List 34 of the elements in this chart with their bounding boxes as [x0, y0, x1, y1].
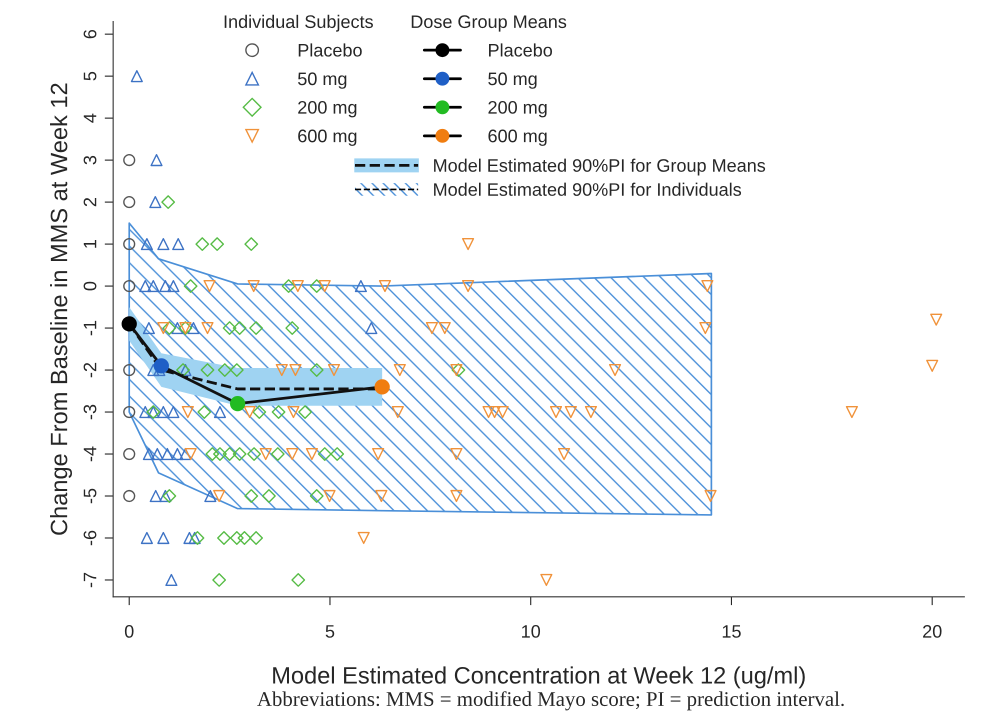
y-axis-title: Change From Baseline in MMS at Week 12: [50, 84, 72, 535]
y-tick-label: -7: [84, 572, 96, 588]
legend-label: Placebo: [298, 43, 362, 57]
y-tick-label: 5: [84, 72, 96, 80]
x-tick-label: 15: [722, 625, 741, 638]
x-axis-title: Model Estimated Concentration at Week 12 (ug/ml): [273, 666, 805, 688]
y-tick-label: -1: [84, 320, 96, 336]
text: Abbreviations: MMS = modified Mayo score; PI = prediction interval.: [257, 691, 844, 710]
y-tick-label: 6: [84, 30, 96, 38]
y-tick-label: -5: [84, 488, 96, 504]
legend-label: 200 mg: [298, 100, 356, 118]
annotation: Individual Subjects: [224, 14, 373, 32]
legend-label: 200 mg: [488, 100, 547, 118]
y-tick-label: -2: [84, 362, 96, 378]
x-tick-label: 0: [124, 625, 134, 638]
y-tick-label: 4: [84, 114, 96, 123]
legend-label: Placebo: [489, 43, 552, 57]
y-tick-label: -3: [84, 404, 96, 420]
y-tick-label: -4: [84, 446, 96, 462]
x-tick-label: 5: [326, 625, 334, 638]
y-tick-label: 1: [84, 240, 96, 248]
y-tick-label: 3: [84, 156, 96, 164]
y-tick-label: -6: [84, 530, 96, 546]
x-tick-label: 20: [923, 625, 942, 638]
x-tick-label: 10: [522, 625, 540, 638]
y-tick-label: 2: [84, 198, 96, 206]
legend-label: 600 mg: [298, 130, 356, 146]
legend-label: 50 mg: [488, 72, 537, 89]
annotation: Dose Group Means: [412, 15, 566, 32]
y-tick-label: 0: [84, 282, 96, 290]
legend-label: Model Estimated 90%PI for Group Means: [434, 158, 766, 176]
legend-label: Model Estimated 90%PI for Individuals: [434, 182, 742, 196]
legend-label: 50 mg: [298, 72, 346, 89]
legend-label: 600 mg: [488, 130, 547, 146]
